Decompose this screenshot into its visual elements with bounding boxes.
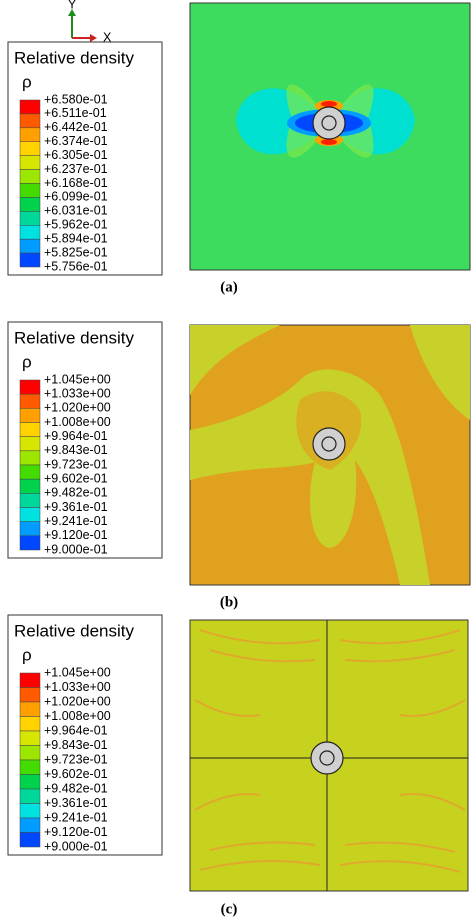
legend-swatch (19, 408, 41, 423)
legend-swatch (19, 155, 41, 170)
legend-swatch (19, 774, 41, 790)
legend-label: +9.964e-01 (44, 723, 108, 737)
legend-symbol: ρ (22, 352, 32, 371)
legend-label: +9.602e-01 (44, 767, 108, 781)
legend-label: +9.723e-01 (44, 457, 108, 471)
legend-label: +1.045e+00 (44, 372, 111, 386)
legend-label: +9.482e-01 (44, 781, 108, 795)
legend-swatch (19, 745, 41, 761)
legend-swatch (19, 803, 41, 819)
contour-image-c (189, 619, 469, 892)
y-axis-label: Y (68, 0, 77, 11)
legend-label: +6.374e-01 (44, 134, 108, 148)
legend-swatch (19, 422, 41, 437)
legend-swatch (19, 507, 41, 522)
legend-label: +9.361e-01 (44, 500, 108, 514)
legend-swatch (19, 238, 41, 254)
legend-label: +9.964e-01 (44, 429, 108, 443)
legend-title: Relative density (14, 48, 135, 67)
legend-swatch (19, 211, 41, 226)
legend-swatch (19, 127, 41, 143)
legend-label: +1.045e+00 (44, 665, 111, 679)
legend-symbol: ρ (22, 72, 32, 91)
legend-label: +6.580e-01 (44, 92, 108, 106)
legend-swatch (19, 197, 41, 212)
legend-swatch (19, 832, 41, 848)
legend-swatch (19, 817, 41, 833)
legend-swatch (19, 759, 41, 775)
legend-label: +1.020e+00 (44, 401, 111, 415)
panel-caption: (c) (221, 901, 238, 917)
legend-label: +5.825e-01 (44, 245, 108, 259)
legend-label: +6.099e-01 (44, 190, 108, 204)
legend-swatch (19, 183, 41, 198)
legend-label: +9.843e-01 (44, 738, 108, 752)
legend-label: +9.361e-01 (44, 796, 108, 810)
legend-swatch (19, 393, 41, 409)
legend-label: +9.000e-01 (44, 839, 108, 853)
axis-triad: Y X (68, 0, 112, 44)
legend-label: +1.020e+00 (44, 694, 111, 708)
panel-caption: (b) (220, 594, 238, 610)
legend-label: +9.241e-01 (44, 810, 108, 824)
legend-label: +9.843e-01 (44, 443, 108, 457)
legend-swatch (19, 672, 41, 688)
legend-swatch (19, 113, 41, 129)
legend-swatch (19, 535, 41, 551)
legend-label: +6.511e-01 (44, 106, 107, 120)
legend-label: +9.000e-01 (44, 542, 108, 556)
legend-swatch (19, 478, 41, 494)
legend-swatch (19, 788, 41, 804)
legend-label: +1.033e+00 (44, 386, 111, 400)
legend-label: +6.305e-01 (44, 148, 108, 162)
legend-swatch (19, 716, 41, 732)
legend-label: +1.008e+00 (44, 709, 111, 723)
y-arrow-head (68, 9, 76, 16)
legend-label: +1.033e+00 (44, 680, 111, 694)
legend-swatch (19, 493, 41, 508)
legend-label: +6.442e-01 (44, 120, 108, 134)
legend-swatch (19, 701, 41, 717)
contour-image-a (189, 2, 471, 271)
legend-label: +6.031e-01 (44, 204, 108, 218)
legend-label: +9.241e-01 (44, 514, 108, 528)
legend-label: +1.008e+00 (44, 415, 111, 429)
legend-symbol: ρ (22, 645, 32, 664)
legend-label: +9.120e-01 (44, 825, 108, 839)
legend-swatch (19, 521, 41, 537)
legend-swatch (19, 464, 41, 480)
legend-label: +5.962e-01 (44, 218, 108, 232)
legend-swatch (19, 379, 41, 395)
legend-swatch (19, 141, 41, 156)
legend-label: +9.482e-01 (44, 486, 108, 500)
panel-caption: (a) (220, 279, 238, 295)
x-arrow-head (90, 34, 97, 42)
legend-swatch (19, 252, 41, 268)
x-axis-label: X (103, 30, 112, 44)
legend-swatch (19, 436, 41, 452)
legend-label: +9.723e-01 (44, 752, 108, 766)
legend-swatch (19, 450, 41, 466)
legend-title: Relative density (14, 621, 135, 640)
legend-swatch (19, 169, 41, 184)
legend-label: +6.168e-01 (44, 176, 108, 190)
legend-title: Relative density (14, 328, 135, 347)
legend-swatch (19, 730, 41, 746)
legend-swatch (19, 99, 41, 115)
legend-label: +9.602e-01 (44, 471, 108, 485)
contour-image-b (189, 324, 471, 586)
legend-swatch (19, 225, 41, 240)
legend-label: +5.756e-01 (44, 259, 108, 273)
legend-swatch (19, 687, 41, 703)
legend-label: +5.894e-01 (44, 231, 108, 245)
legend-label: +6.237e-01 (44, 162, 108, 176)
legend-label: +9.120e-01 (44, 528, 108, 542)
